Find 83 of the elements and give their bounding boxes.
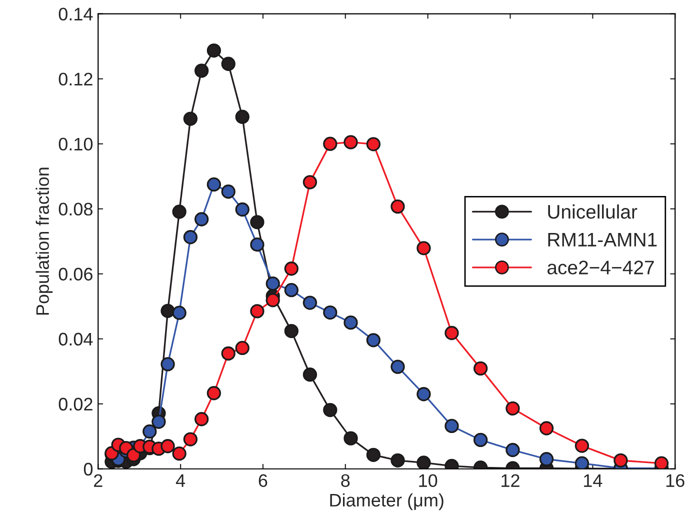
point xyxy=(194,64,209,78)
point xyxy=(654,456,669,469)
point xyxy=(160,357,175,372)
point xyxy=(473,432,488,448)
y-tick-label: 0 xyxy=(84,462,93,476)
point xyxy=(574,438,590,453)
point xyxy=(160,304,175,318)
point xyxy=(250,238,264,252)
point xyxy=(366,448,381,462)
point xyxy=(390,453,405,468)
point xyxy=(160,439,175,454)
point xyxy=(506,401,520,416)
point xyxy=(235,340,250,356)
y-tick-label: 0.12 xyxy=(58,72,92,86)
point xyxy=(302,175,318,190)
point xyxy=(444,418,459,434)
point xyxy=(302,368,318,382)
x-tick-label: 12 xyxy=(502,474,520,487)
point xyxy=(266,293,280,308)
y-tick-label: 0.06 xyxy=(58,268,92,281)
y-tick-label: 0.04 xyxy=(58,332,93,346)
point xyxy=(221,346,236,361)
point xyxy=(206,43,222,58)
point xyxy=(206,386,222,400)
point xyxy=(235,202,250,217)
point xyxy=(323,136,338,151)
point xyxy=(614,453,628,468)
point xyxy=(344,316,358,330)
y-tick-label: 0.08 xyxy=(58,202,92,216)
y-tick-label: 0.10 xyxy=(58,138,93,151)
point xyxy=(366,137,381,152)
point xyxy=(284,262,298,276)
point xyxy=(344,431,358,446)
point xyxy=(416,456,431,469)
point xyxy=(183,432,198,446)
point xyxy=(323,305,338,320)
point xyxy=(206,177,222,192)
point xyxy=(194,412,209,426)
point xyxy=(142,424,157,439)
x-tick-label: 6 xyxy=(258,474,268,487)
point xyxy=(390,199,405,214)
point xyxy=(284,324,298,338)
point xyxy=(172,306,186,320)
point xyxy=(539,452,554,466)
y-tick-label: 0.14 xyxy=(58,8,93,21)
point xyxy=(221,184,236,199)
point xyxy=(221,56,236,71)
point xyxy=(539,421,554,436)
point xyxy=(344,135,358,150)
x-tick-label: 4 xyxy=(176,474,186,487)
point xyxy=(235,110,250,124)
legend-label: RM11-AMN1 xyxy=(548,232,657,246)
point xyxy=(152,414,166,429)
point xyxy=(302,296,318,310)
y-axis-title: Population fraction xyxy=(36,168,53,315)
point xyxy=(416,387,431,402)
point xyxy=(183,230,198,244)
y-tick-label: 0.02 xyxy=(58,398,92,411)
point xyxy=(172,204,186,219)
point xyxy=(250,215,264,230)
point xyxy=(574,456,590,469)
x-tick-label: 14 xyxy=(584,474,602,487)
x-tick-label: 10 xyxy=(419,474,438,487)
point xyxy=(444,326,459,340)
x-tick-label: 16 xyxy=(666,474,684,487)
point xyxy=(266,276,280,291)
point xyxy=(416,241,431,256)
point xyxy=(284,283,298,298)
x-axis-title: Diameter (μm) xyxy=(330,493,444,510)
x-tick-label: 8 xyxy=(341,474,350,487)
point xyxy=(126,448,141,462)
point xyxy=(390,360,405,374)
point xyxy=(183,112,198,126)
point xyxy=(194,212,209,226)
point xyxy=(506,442,520,458)
x-tick-label: 2 xyxy=(94,474,102,487)
legend-label: ace2−4−427 xyxy=(548,260,654,274)
point xyxy=(250,304,264,318)
point xyxy=(366,333,381,348)
point xyxy=(172,446,186,461)
point xyxy=(473,361,488,376)
legend-label: Unicellular xyxy=(548,204,638,219)
point xyxy=(323,402,338,418)
